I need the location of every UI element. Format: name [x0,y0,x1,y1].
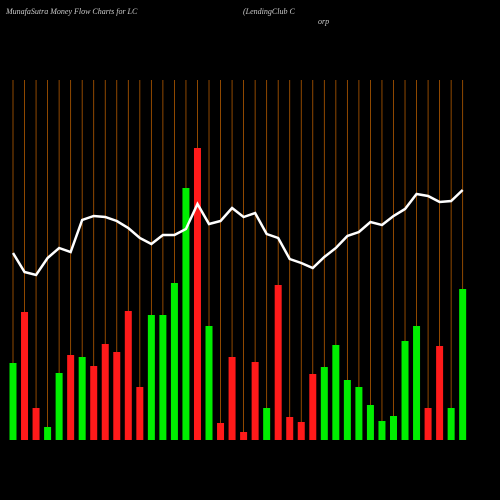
bar [459,289,467,440]
bar [332,345,340,440]
bar [78,357,86,440]
bar [286,417,294,440]
bar [147,315,155,440]
bar [424,408,432,440]
bar [297,422,305,440]
bar [274,285,282,440]
chart-subtitle: (LendingClub C [243,7,295,16]
bar [90,366,98,440]
bar [21,312,29,440]
bar [251,362,259,440]
bar [309,374,317,440]
bar [159,315,167,440]
bar [9,363,17,440]
chart-title: MunafaSutra Money Flow Charts for LC [5,7,138,16]
bar [366,405,374,440]
bar [355,387,363,440]
bar [101,344,109,440]
bar [436,346,444,440]
bar [170,283,178,440]
bar [378,421,386,440]
bar [55,373,63,440]
bar [67,355,75,440]
bar [240,432,248,440]
bar [413,326,421,440]
bar [205,326,213,440]
bar [228,357,236,440]
bar [320,367,328,440]
bar [447,408,455,440]
bar [32,408,40,440]
bar [113,352,121,440]
bar [44,427,52,440]
bar [401,341,409,440]
chart-subtitle-tail: orp [318,17,329,26]
bar [193,148,201,440]
bar [182,188,190,440]
bar [217,423,225,440]
bar [343,380,351,440]
bar [263,408,271,440]
bar [136,387,144,440]
bar [389,416,397,440]
bar [124,311,132,440]
price-line [11,189,464,277]
